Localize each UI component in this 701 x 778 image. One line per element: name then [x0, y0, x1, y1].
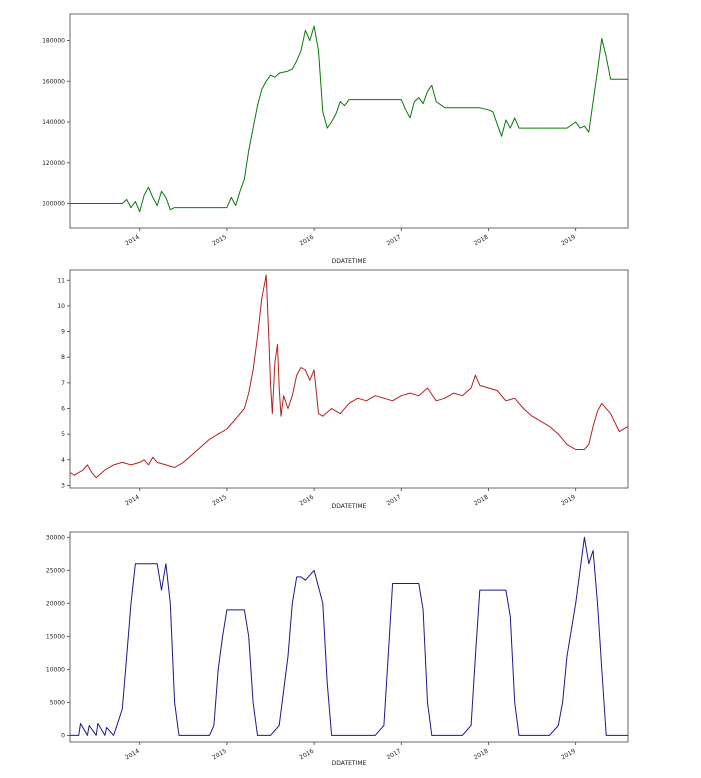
y-tick-label: 3 [61, 482, 65, 489]
y-tick-label: 180000 [42, 37, 65, 44]
y-tick-label: 5000 [50, 699, 65, 706]
y-tick-label: 8 [61, 354, 65, 361]
x-axis-title: DDATETIME [332, 760, 367, 767]
x-tick-label: 2015 [211, 494, 228, 508]
x-axis-title: DDATETIME [332, 258, 367, 265]
y-tick-label: 160000 [42, 78, 65, 85]
series-line [70, 25, 628, 213]
x-tick-label: 2019 [560, 494, 577, 508]
y-tick-label: 5 [61, 431, 65, 438]
x-tick-label: 2019 [560, 748, 577, 762]
x-tick-label: 2016 [298, 234, 315, 248]
x-tick-label: 2018 [473, 234, 490, 248]
y-tick-label: 7 [61, 380, 65, 387]
x-tick-label: 2016 [298, 494, 315, 508]
x-tick-label: 2017 [386, 494, 403, 508]
y-tick-label: 120000 [42, 160, 65, 167]
y-tick-label: 10000 [46, 666, 65, 673]
y-tick-label: 140000 [42, 119, 65, 126]
y-tick-label: 11 [57, 277, 65, 284]
x-tick-label: 2014 [124, 748, 141, 762]
plot-frame [69, 531, 629, 743]
x-tick-label: 2017 [386, 234, 403, 248]
y-tick-label: 25000 [46, 567, 65, 574]
series-line [69, 274, 629, 479]
y-tick-label: 30000 [46, 534, 65, 541]
plot-frame [69, 269, 629, 489]
x-tick-label: 2017 [386, 748, 403, 762]
y-tick-label: 100000 [42, 201, 65, 208]
x-axis-title: DDATETIME [332, 503, 367, 510]
chart-2: 3 4 5 6 7 8 9 10 11 2014 2015 2016 2017 2018 2019 DDATE… [57, 269, 629, 510]
y-tick-label: 9 [61, 329, 65, 336]
plot-frame [69, 13, 629, 229]
x-tick-label: 2016 [298, 748, 315, 762]
y-tick-label: 15000 [46, 633, 65, 640]
y-tick-label: 6 [61, 405, 65, 412]
x-tick-label: 2018 [473, 748, 490, 762]
x-tick-label: 2019 [560, 234, 577, 248]
y-tick-label: 4 [61, 457, 65, 464]
series-line [70, 536, 628, 736]
x-tick-label: 2014 [124, 494, 141, 508]
chart-1: 100000 120000 140000 160000 180000 2014 2015 20… [42, 13, 629, 265]
y-tick-label: 10 [57, 303, 65, 310]
x-tick-label: 2015 [211, 748, 228, 762]
chart-3: 0 5000 10000 15000 20000 25000 30000 2014 2015 20… [46, 531, 629, 767]
x-tick-label: 2014 [124, 234, 141, 248]
x-tick-label: 2018 [473, 494, 490, 508]
y-tick-label: 20000 [46, 600, 65, 607]
y-tick-label: 0 [61, 732, 65, 739]
x-tick-label: 2015 [211, 234, 228, 248]
